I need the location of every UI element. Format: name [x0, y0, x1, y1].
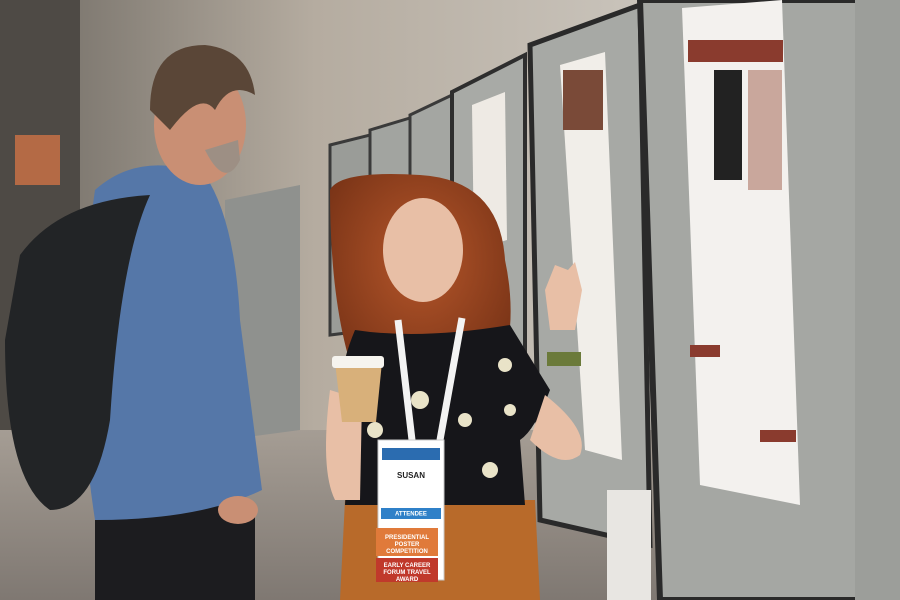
- ribbon-text-box: PRESIDENTIAL POSTER COMPETITION: [384, 535, 429, 555]
- ribbon-text: PRESIDENTIAL POSTER COMPETITION: [384, 535, 429, 555]
- board: [855, 0, 900, 600]
- forearm: [530, 395, 582, 460]
- flower-print: [367, 358, 516, 478]
- poster-header: [563, 70, 603, 130]
- raised-hand: [545, 262, 582, 330]
- poster-figure: [714, 70, 742, 180]
- hand: [218, 496, 258, 524]
- poster-figure: [748, 70, 782, 190]
- name-badge: SUSAN ATTENDEE PRESIDENTIAL POSTER COMPE…: [376, 439, 445, 582]
- poster-header: [760, 430, 796, 442]
- watch: [547, 352, 581, 366]
- man: [5, 45, 262, 600]
- badge-logo-bar: [382, 448, 440, 460]
- poster-header: [688, 40, 783, 62]
- hair: [150, 45, 255, 130]
- face: [383, 198, 463, 302]
- backpack: [5, 195, 150, 510]
- orange-sign: [15, 135, 60, 185]
- ribbon-text-box: EARLY CAREER FORUM TRAVEL AWARD: [383, 563, 431, 582]
- poster-header: [690, 345, 720, 357]
- cup-lid: [332, 356, 384, 368]
- paper-roll-stand: [607, 490, 651, 600]
- badge-name: SUSAN: [397, 471, 425, 480]
- coffee-cup: [335, 362, 382, 422]
- poster: [560, 52, 622, 460]
- ribbon: [376, 558, 438, 582]
- beard: [205, 140, 240, 173]
- badge-role: ATTENDEE: [395, 512, 427, 518]
- lanyard: [394, 317, 466, 441]
- ribbon: [376, 528, 438, 556]
- badge-role-band: [381, 508, 441, 519]
- ribbon-text: EARLY CAREER FORUM TRAVEL AWARD: [383, 563, 431, 582]
